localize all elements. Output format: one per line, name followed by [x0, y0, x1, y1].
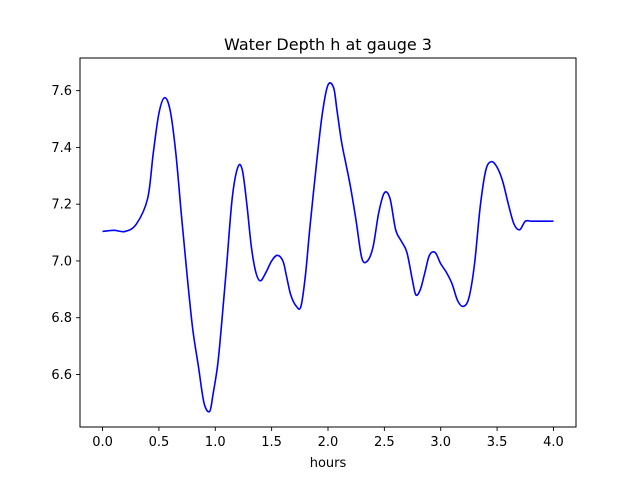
x-tick-label: 3.0 — [430, 435, 451, 450]
series-line-0 — [102, 82, 554, 413]
x-tick-label: 0.0 — [92, 435, 113, 450]
x-tick-label: 2.0 — [318, 435, 339, 450]
y-axis: 6.6 6.8 7.0 7.2 7.4 7.6 — [51, 84, 80, 383]
x-axis: 0.0 0.5 1.0 1.5 2.0 2.5 3.0 3.5 4.0 — [92, 427, 564, 450]
y-tick-label: 6.6 — [51, 368, 72, 383]
x-tick-label: 1.5 — [261, 435, 282, 450]
y-tick-label: 6.8 — [51, 311, 72, 326]
y-tick-label: 7.2 — [51, 198, 72, 213]
chart-title: Water Depth h at gauge 3 — [224, 35, 432, 54]
x-tick-label: 3.5 — [487, 435, 508, 450]
x-tick-label: 0.5 — [149, 435, 170, 450]
x-tick-label: 4.0 — [543, 435, 564, 450]
axes-frame — [79, 57, 577, 428]
x-tick-label: 2.5 — [374, 435, 395, 450]
x-tick-label: 1.0 — [205, 435, 226, 450]
y-tick-label: 7.6 — [51, 84, 72, 99]
plot-area — [102, 82, 554, 413]
x-axis-label: hours — [310, 456, 347, 471]
y-tick-label: 7.0 — [51, 254, 72, 269]
y-tick-label: 7.4 — [51, 141, 72, 156]
